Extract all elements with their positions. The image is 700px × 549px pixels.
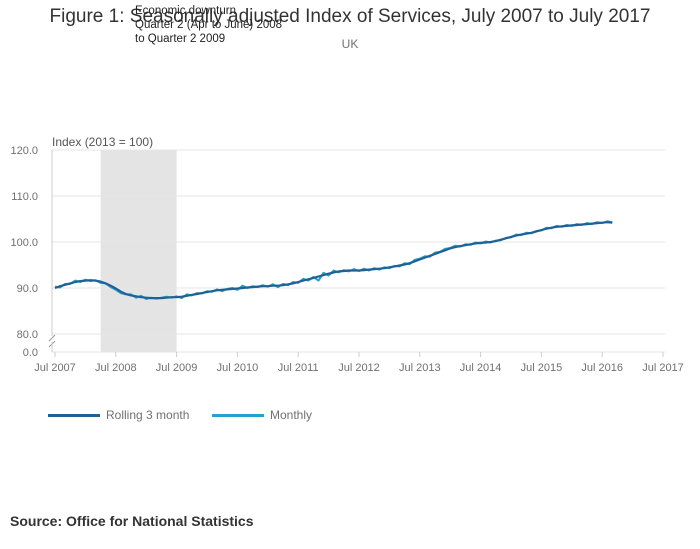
source-note: Source: Office for National Statistics: [10, 513, 254, 529]
legend-label: Rolling 3 month: [106, 408, 190, 422]
x-tick-label: Jul 2008: [95, 362, 137, 374]
x-tick-label: Jul 2007: [34, 362, 76, 374]
series-line-rolling-3-month: [54, 221, 613, 300]
downturn-shade: [100, 150, 177, 352]
annotation-line: Quarter 2 (Apr to June) 2008: [135, 19, 283, 31]
y-tick-label: 110.0: [11, 191, 38, 203]
axis-layer: 120.0 110.0 100.0 90.0 80.0 0.0 Jul 2007 Jul 20…: [10, 145, 683, 374]
legend-swatch-monthly: [212, 414, 264, 418]
x-tick-label: Jul 2010: [217, 362, 259, 374]
y-axis-label: Index (2013 = 100): [52, 135, 153, 149]
chart-title: Figure 1: Seasonally adjusted Index of S…: [49, 6, 651, 27]
annotation-line: to Quarter 2 2009: [135, 33, 226, 45]
y-tick-label: 100.0: [10, 237, 38, 249]
x-tick-label: Jul 2011: [278, 362, 319, 374]
x-tick-label: Jul 2014: [460, 362, 502, 374]
y-tick-label: 0.0: [23, 347, 38, 359]
y-tick-label: 90.0: [17, 283, 38, 295]
legend-label: Monthly: [270, 408, 313, 422]
y-tick-label: 80.0: [17, 329, 38, 341]
x-tick-label: Jul 2013: [399, 362, 441, 374]
downturn-annotation: Economic downturn Quarter 2 (Apr to June…: [135, 4, 282, 46]
x-tick-label: Jul 2016: [581, 362, 623, 374]
legend-item-monthly[interactable]: Monthly: [212, 408, 312, 422]
x-tick-label: Jul 2012: [338, 362, 380, 374]
annotation-line: Economic downturn: [135, 5, 236, 17]
legend-swatch-rolling: [48, 414, 100, 418]
x-tick-label: Jul 2015: [521, 362, 563, 374]
x-tick-label: Jul 2017: [642, 362, 684, 374]
y-tick-label: 120.0: [10, 145, 38, 157]
x-tick-label: Jul 2009: [156, 362, 198, 374]
shade-layer: [100, 150, 177, 352]
series-layer: [54, 220, 613, 300]
legend-item-rolling[interactable]: Rolling 3 month: [48, 408, 189, 422]
chart-subtitle: UK: [341, 37, 359, 51]
